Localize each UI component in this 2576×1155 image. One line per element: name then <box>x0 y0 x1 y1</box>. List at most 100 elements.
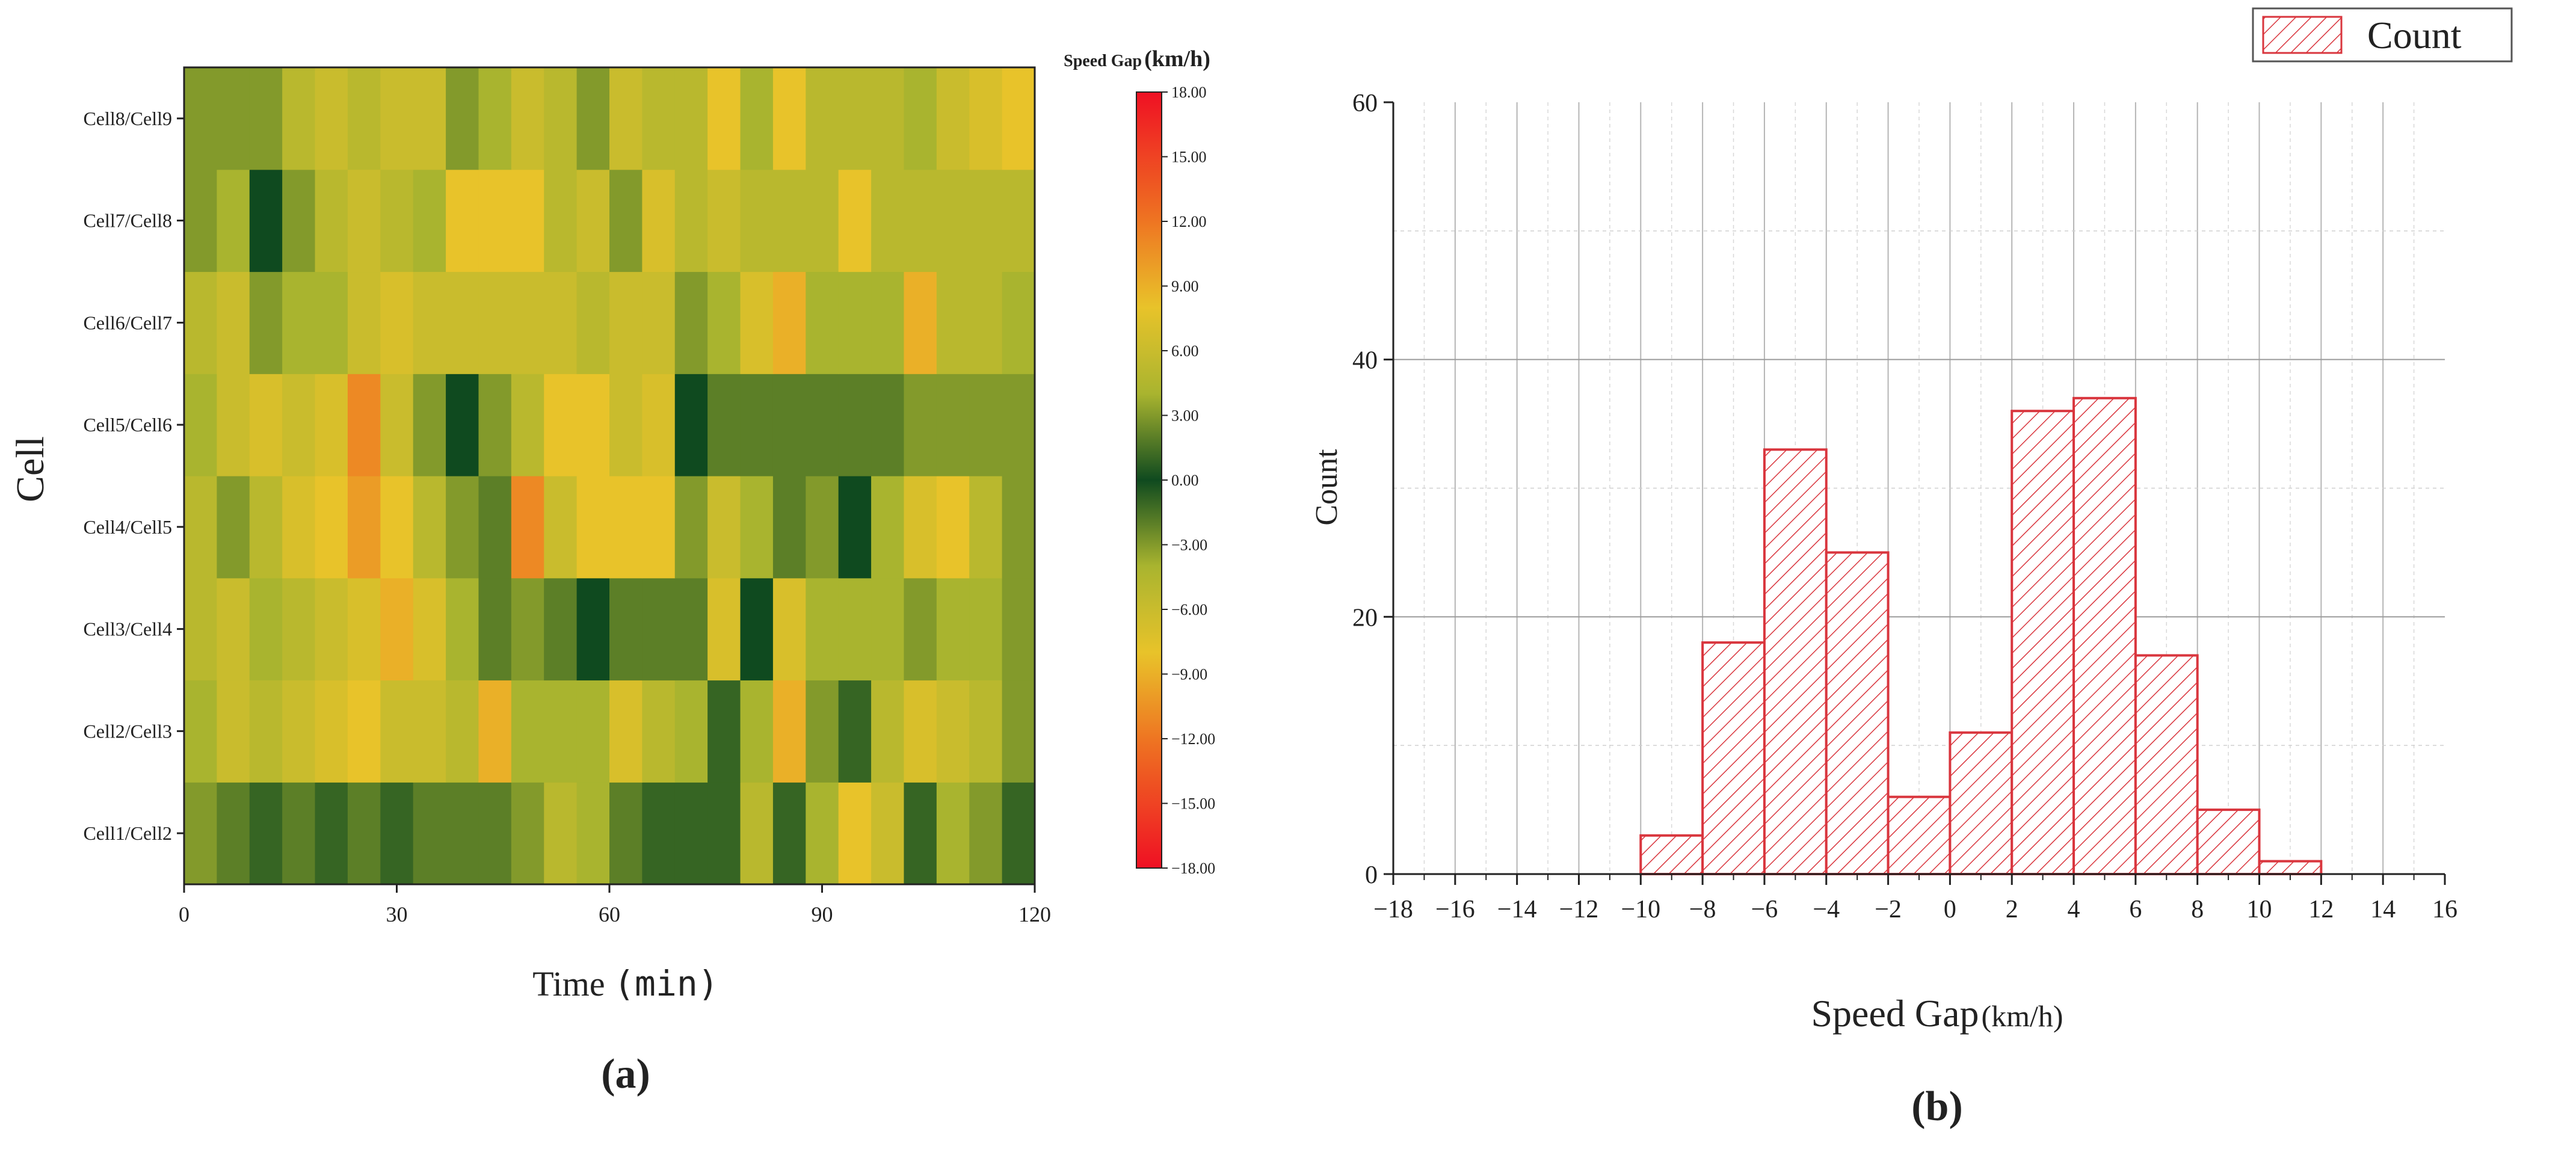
heatmap-row-label: Cell7/Cell8 <box>83 210 172 232</box>
heatmap-cell <box>315 782 348 885</box>
heatmap-cell <box>969 169 1003 273</box>
histogram-x-ticks: −18 −16 −14 −12 −10 −8 −6 −4 −2 0 2 4 6 8 10 12 14 16 <box>1373 874 2457 923</box>
histogram-bar <box>1701 641 1766 875</box>
heatmap-cell <box>249 680 283 783</box>
heatmap-x-axis-title: Time (min) <box>532 963 718 1004</box>
heatmap-cell <box>478 374 512 476</box>
legend-label: Count <box>2367 14 2462 57</box>
histogram-y-axis-title: Count <box>1310 449 1344 526</box>
heatmap-cell <box>936 374 970 476</box>
colorbar-tick-label: 12.00 <box>1171 213 1207 230</box>
heatmap-cell <box>1002 374 1035 476</box>
heatmap-cell <box>838 271 872 374</box>
heatmap-cell <box>446 476 479 579</box>
panel-label-a: (a) <box>601 1051 650 1097</box>
colorbar-tick-label: 15.00 <box>1171 149 1207 166</box>
heatmap-cell <box>544 782 578 885</box>
histogram-x-tick-label: −12 <box>1559 896 1599 923</box>
heatmap-cell <box>936 67 970 170</box>
heatmap-cell <box>609 476 642 579</box>
heatmap-cell <box>740 782 774 885</box>
heatmap-cell <box>282 374 316 476</box>
heatmap-cell <box>413 271 446 374</box>
heatmap-cell <box>740 67 774 170</box>
heatmap-cell <box>904 680 937 783</box>
histogram-x-tick-label: 10 <box>2247 896 2272 923</box>
heatmap-cell <box>838 67 872 170</box>
histogram-y-ticks: 0 20 40 60 <box>1352 90 1393 889</box>
heatmap-cell <box>642 476 676 579</box>
heatmap-cell <box>282 782 316 885</box>
heatmap-cell <box>674 169 708 273</box>
colorbar-tick-label: 18.00 <box>1171 84 1207 101</box>
legend-swatch <box>2262 16 2343 54</box>
colorbar-tick-label: −3.00 <box>1171 537 1207 554</box>
heatmap-cell <box>576 578 610 681</box>
heatmap-cell <box>707 578 741 681</box>
heatmap-cell <box>380 476 414 579</box>
heatmap-cell <box>969 476 1003 579</box>
heatmap-cell <box>969 67 1003 170</box>
heatmap-cell <box>1002 67 1035 170</box>
heatmap-x-tick-label: 60 <box>599 902 620 926</box>
histogram-x-tick-label: −14 <box>1497 896 1537 923</box>
heatmap-cell <box>740 169 774 273</box>
heatmap-cell <box>904 476 937 579</box>
heatmap-cell <box>871 67 905 170</box>
histogram-x-tick-label: 8 <box>2191 896 2204 923</box>
heatmap-cell <box>347 169 381 273</box>
heatmap-cell <box>707 169 741 273</box>
heatmap-cell <box>740 680 774 783</box>
heatmap-panel: Cell1/Cell2 Cell2/Cell3 Cell3/Cell4 Cell4/C… <box>8 46 1215 1097</box>
heatmap-cell <box>936 169 970 273</box>
heatmap-cell <box>217 169 250 273</box>
heatmap-cell <box>1002 782 1035 885</box>
heatmap-cell <box>217 476 250 579</box>
heatmap-cell <box>544 67 578 170</box>
heatmap-cell <box>838 374 872 476</box>
heatmap-cell <box>1002 578 1035 681</box>
heatmap-cell <box>838 680 872 783</box>
heatmap-cell <box>806 476 839 579</box>
heatmap-cell <box>806 271 839 374</box>
heatmap-cell <box>511 169 544 273</box>
heatmap-cell <box>838 782 872 885</box>
histogram-x-tick-label: 2 <box>2006 896 2018 923</box>
histogram-x-tick-label: 6 <box>2129 896 2142 923</box>
heatmap-cell <box>446 271 479 374</box>
heatmap-cell <box>674 680 708 783</box>
heatmap-row-labels: Cell1/Cell2 Cell2/Cell3 Cell3/Cell4 Cell4/C… <box>83 108 184 844</box>
heatmap-cell <box>674 476 708 579</box>
histogram-x-tick-label: −16 <box>1435 896 1475 923</box>
heatmap-row-label: Cell8/Cell9 <box>83 108 172 129</box>
heatmap-cell <box>642 374 676 476</box>
histogram-x-axis-title: Speed Gap (km/h) <box>1811 992 2063 1035</box>
heatmap-cell <box>772 680 806 783</box>
histogram-bar <box>2258 860 2323 876</box>
histogram-y-tick-label: 60 <box>1352 90 1378 117</box>
histogram-bar <box>1639 834 1704 875</box>
heatmap-cell <box>707 476 741 579</box>
panel-label-b: (b) <box>1911 1083 1963 1130</box>
heatmap-cell <box>576 476 610 579</box>
colorbar-tick-label: −12.00 <box>1171 730 1215 748</box>
heatmap-cell <box>282 67 316 170</box>
histogram-bar <box>1949 731 2014 875</box>
heatmap-cell <box>904 67 937 170</box>
heatmap-x-tick-label: 30 <box>386 902 408 926</box>
heatmap-cell <box>609 271 642 374</box>
histogram-x-tick-label: −10 <box>1621 896 1660 923</box>
heatmap-x-label: Time <box>532 964 605 1003</box>
heatmap-cell <box>576 782 610 885</box>
heatmap-cell <box>904 169 937 273</box>
heatmap-cell <box>446 67 479 170</box>
heatmap-cell <box>740 374 774 476</box>
heatmap-cell <box>904 578 937 681</box>
heatmap-cell <box>315 271 348 374</box>
colorbar-tick-label: 0.00 <box>1171 472 1199 489</box>
heatmap-cell <box>249 169 283 273</box>
heatmap-cell <box>315 374 348 476</box>
heatmap-cell <box>413 680 446 783</box>
colorbar-tick-label: 6.00 <box>1171 342 1199 360</box>
heatmap-cell <box>609 67 642 170</box>
